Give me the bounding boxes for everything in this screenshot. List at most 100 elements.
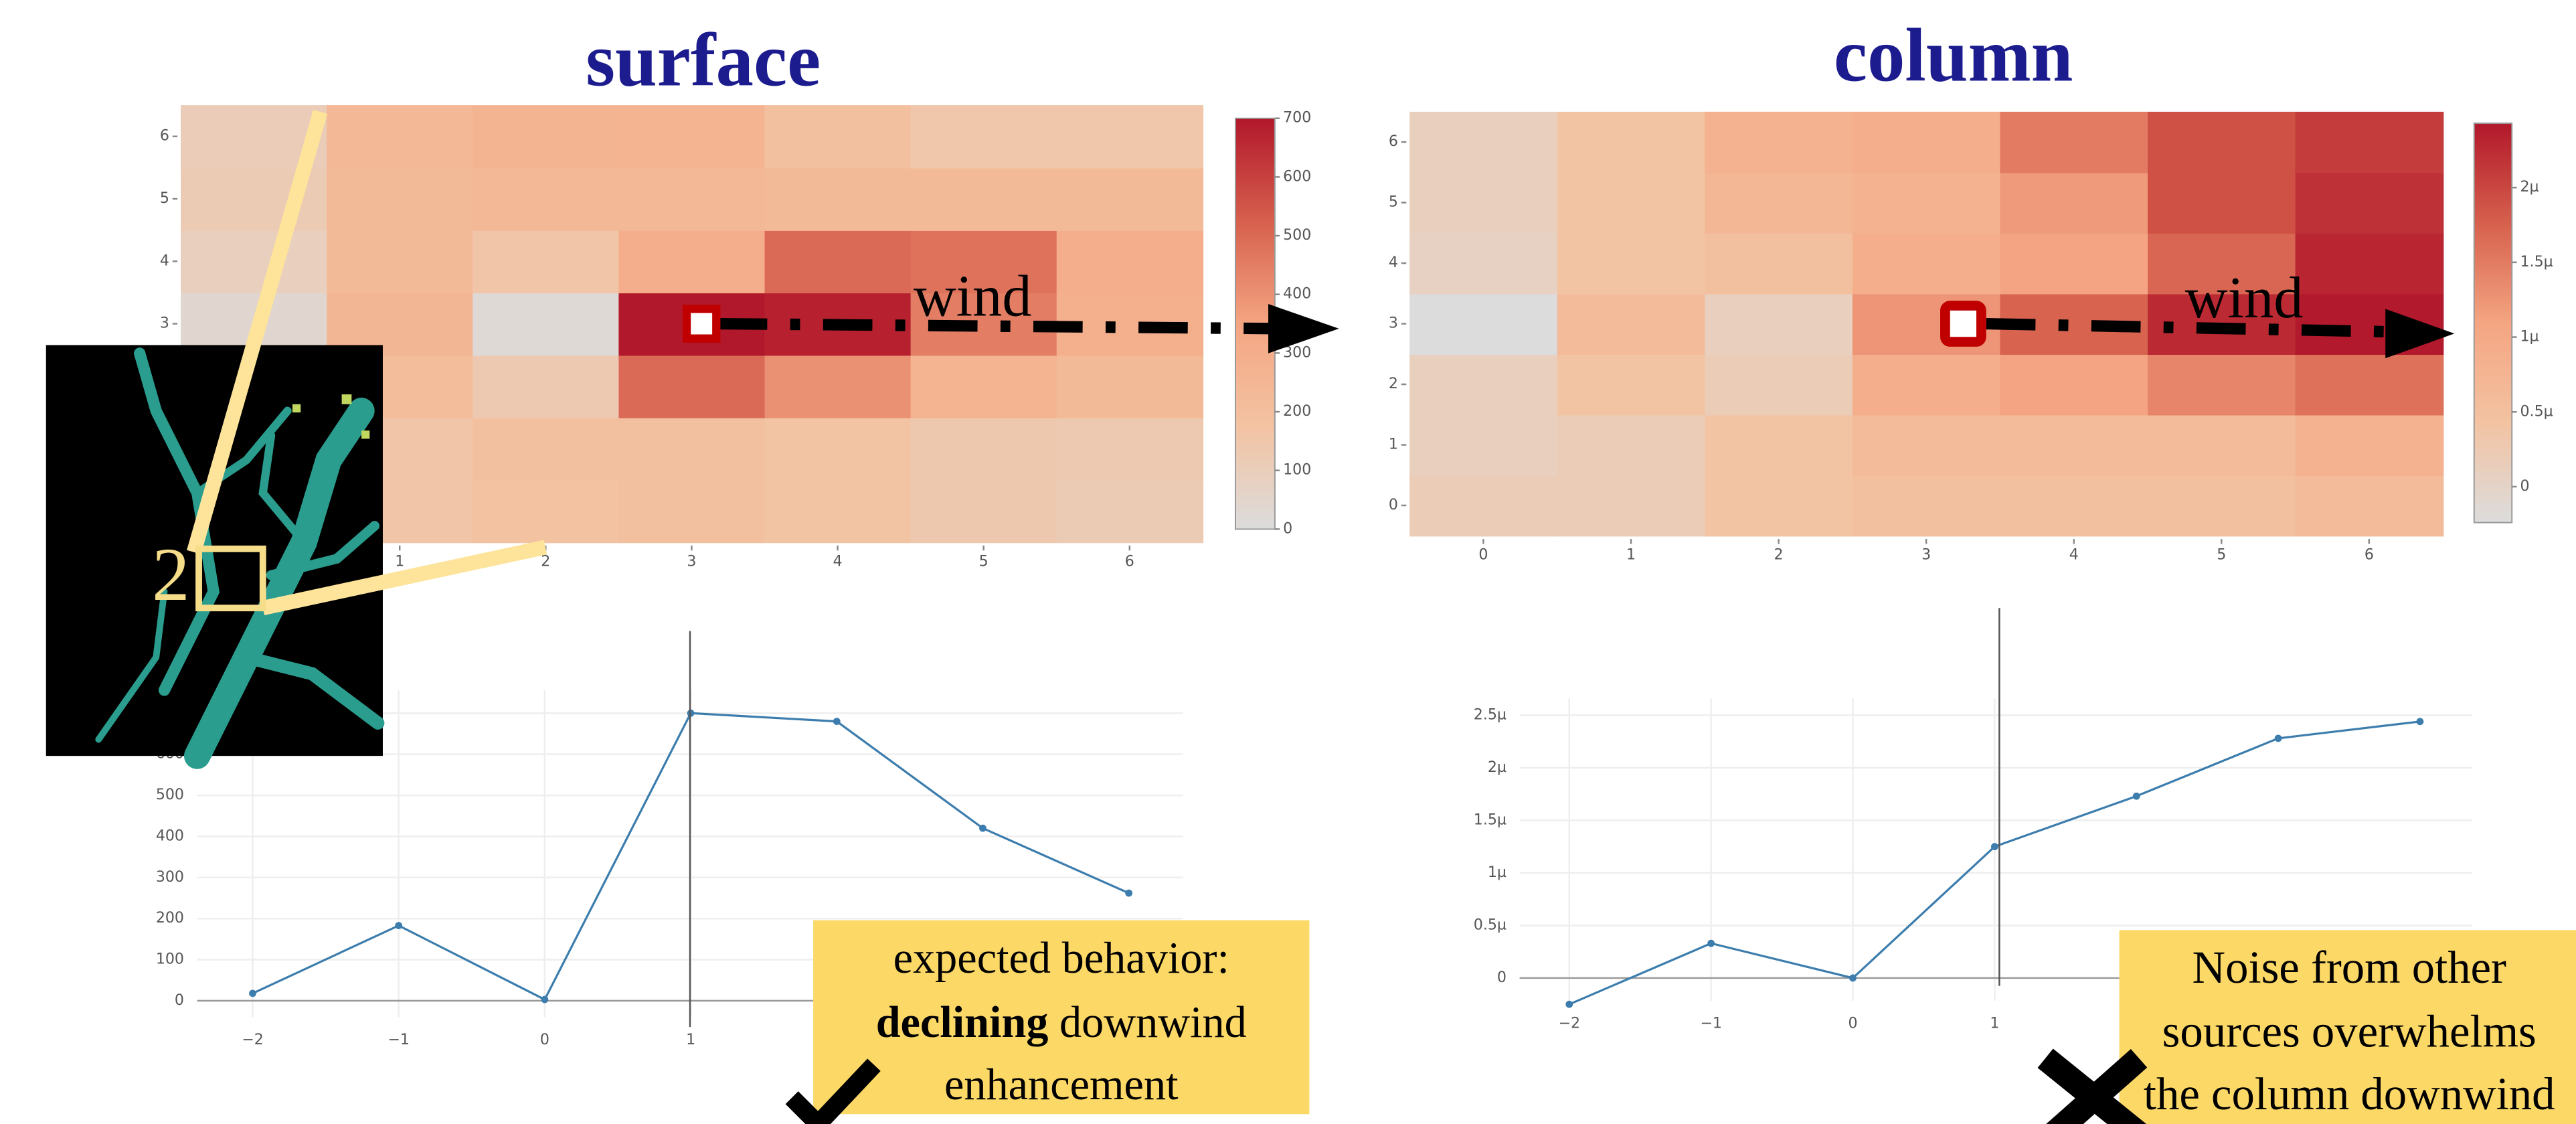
callout-text: the column downwind [2144, 1068, 2555, 1119]
heatmap-cell [1705, 475, 1853, 537]
heatmap-cell [2000, 354, 2148, 416]
heatmap-cell [1057, 167, 1203, 231]
heatmap-cell [2148, 354, 2296, 416]
line-point [1707, 940, 1715, 947]
heatmap-cell [765, 167, 912, 231]
x-tick-label: −1 [1700, 1014, 1722, 1032]
heatmap-cell [765, 105, 912, 169]
heatmap-cell [1557, 293, 1706, 355]
heatmap-cell [181, 230, 327, 294]
colorbar-tick-label: 400 [1283, 285, 1311, 303]
callout-text: downwind [1048, 998, 1246, 1047]
wind-label: wind [2185, 265, 2304, 331]
y-tick-label: 300 [156, 868, 184, 886]
heatmap-cell [1557, 233, 1706, 295]
y-tick-label: 4 [160, 252, 169, 269]
heatmap-cell [911, 480, 1057, 544]
heatmap-cell [1853, 414, 2001, 476]
heatmap-cell [2296, 354, 2444, 416]
heatmap-cell [1409, 293, 1558, 355]
line-point [979, 825, 986, 832]
heatmap-cell [1705, 172, 1853, 234]
line-point [1565, 1001, 1573, 1008]
y-tick-label: 5 [1389, 193, 1398, 211]
line-point [2417, 718, 2424, 725]
heatmap-cell [1409, 172, 1558, 234]
y-tick-label: 1µ [1488, 864, 1507, 881]
y-tick-label: 0.5µ [1474, 916, 1507, 933]
x-tick-label: 6 [2365, 546, 2374, 564]
heatmap-cell [618, 355, 765, 418]
y-tick-label: 1 [1389, 436, 1398, 453]
y-tick-label: 2µ [1488, 758, 1507, 776]
y-tick-label: 4 [1389, 254, 1398, 271]
x-tick-label: 5 [2217, 546, 2226, 564]
heatmap-cell [1057, 417, 1203, 481]
heatmap-cell [1705, 354, 1853, 416]
x-tick-label: 1 [686, 1031, 695, 1048]
y-tick-label: 100 [156, 951, 184, 968]
heatmap-cell [2000, 475, 2148, 537]
heatmap-cell [327, 167, 473, 231]
y-tick-label: 3 [160, 315, 169, 332]
y-tick-label: 0 [1497, 969, 1507, 986]
heatmap-cell [2148, 112, 2296, 173]
callout-text: declining downwind [876, 998, 1247, 1047]
line-point [1125, 890, 1132, 897]
source-marker [1945, 306, 1981, 342]
heatmap-cell [1705, 112, 1853, 173]
line-point [2275, 735, 2282, 742]
heatmap-cell [1705, 414, 1853, 476]
heatmap-cell [765, 230, 912, 294]
charts: 012345601234560100200300400500600700surf… [156, 13, 2553, 1048]
x-tick-label: 4 [833, 553, 843, 570]
heatmap-cell [327, 105, 473, 169]
heatmap-cell [473, 417, 619, 481]
heatmap-cell [1409, 475, 1558, 537]
inset-label: 2 [152, 533, 189, 617]
heatmap-cell [1853, 233, 2001, 295]
heatmap-cell [1057, 105, 1203, 169]
callout-text: Noise from other [2192, 942, 2506, 993]
source-marker [687, 309, 716, 338]
heatmap-cell [1853, 475, 2001, 537]
heatmap-cell [2000, 112, 2148, 173]
chart-title: surface [586, 19, 821, 102]
y-tick-label: 0 [1389, 496, 1398, 513]
heatmap-cell [765, 417, 912, 481]
heatmap-cell [2148, 414, 2296, 476]
heatmap-cell [1057, 230, 1203, 294]
x-tick-label: 1 [395, 553, 404, 570]
heatmap-cell [2000, 414, 2148, 476]
y-tick-label: 0 [175, 991, 184, 1009]
heatmap-cell [2000, 233, 2148, 295]
x-tick-label: 1 [1990, 1014, 1999, 1032]
heatmap-cell [2296, 475, 2444, 537]
x-tick-label: −1 [388, 1031, 410, 1048]
callout-text: sources overwhelms [2162, 1006, 2537, 1057]
heatmap-cell [1057, 355, 1203, 418]
heatmap-cell [1705, 293, 1853, 355]
heatmap-cell [1705, 233, 1853, 295]
heatmap-cell [2148, 475, 2296, 537]
heatmap-cell [1853, 112, 2001, 173]
heatmap-cell [473, 293, 619, 356]
heatmap-cell [1557, 172, 1706, 234]
chart-title: column [1834, 13, 2073, 97]
heatmap-cell [2296, 414, 2444, 476]
heatmap-cell [911, 355, 1057, 418]
colorbar-tick-label: 0 [2520, 477, 2530, 495]
colorbar-tick-label: 0.5µ [2520, 402, 2553, 420]
heatmap-cell [2148, 172, 2296, 234]
heatmap-cell [911, 167, 1057, 231]
heatmap-cell [473, 105, 619, 169]
heatmap-cell [1409, 233, 1558, 295]
heatmap-cell [618, 105, 765, 169]
x-tick-label: 0 [540, 1031, 549, 1048]
y-tick-label: 3 [1389, 315, 1398, 332]
colorbar-tick-label: 0 [1283, 519, 1292, 537]
heatmap-cell [2296, 172, 2444, 234]
heatmap-cell [2000, 172, 2148, 234]
heatmap-cell [1409, 354, 1558, 416]
callout-text: expected behavior: [893, 934, 1229, 983]
